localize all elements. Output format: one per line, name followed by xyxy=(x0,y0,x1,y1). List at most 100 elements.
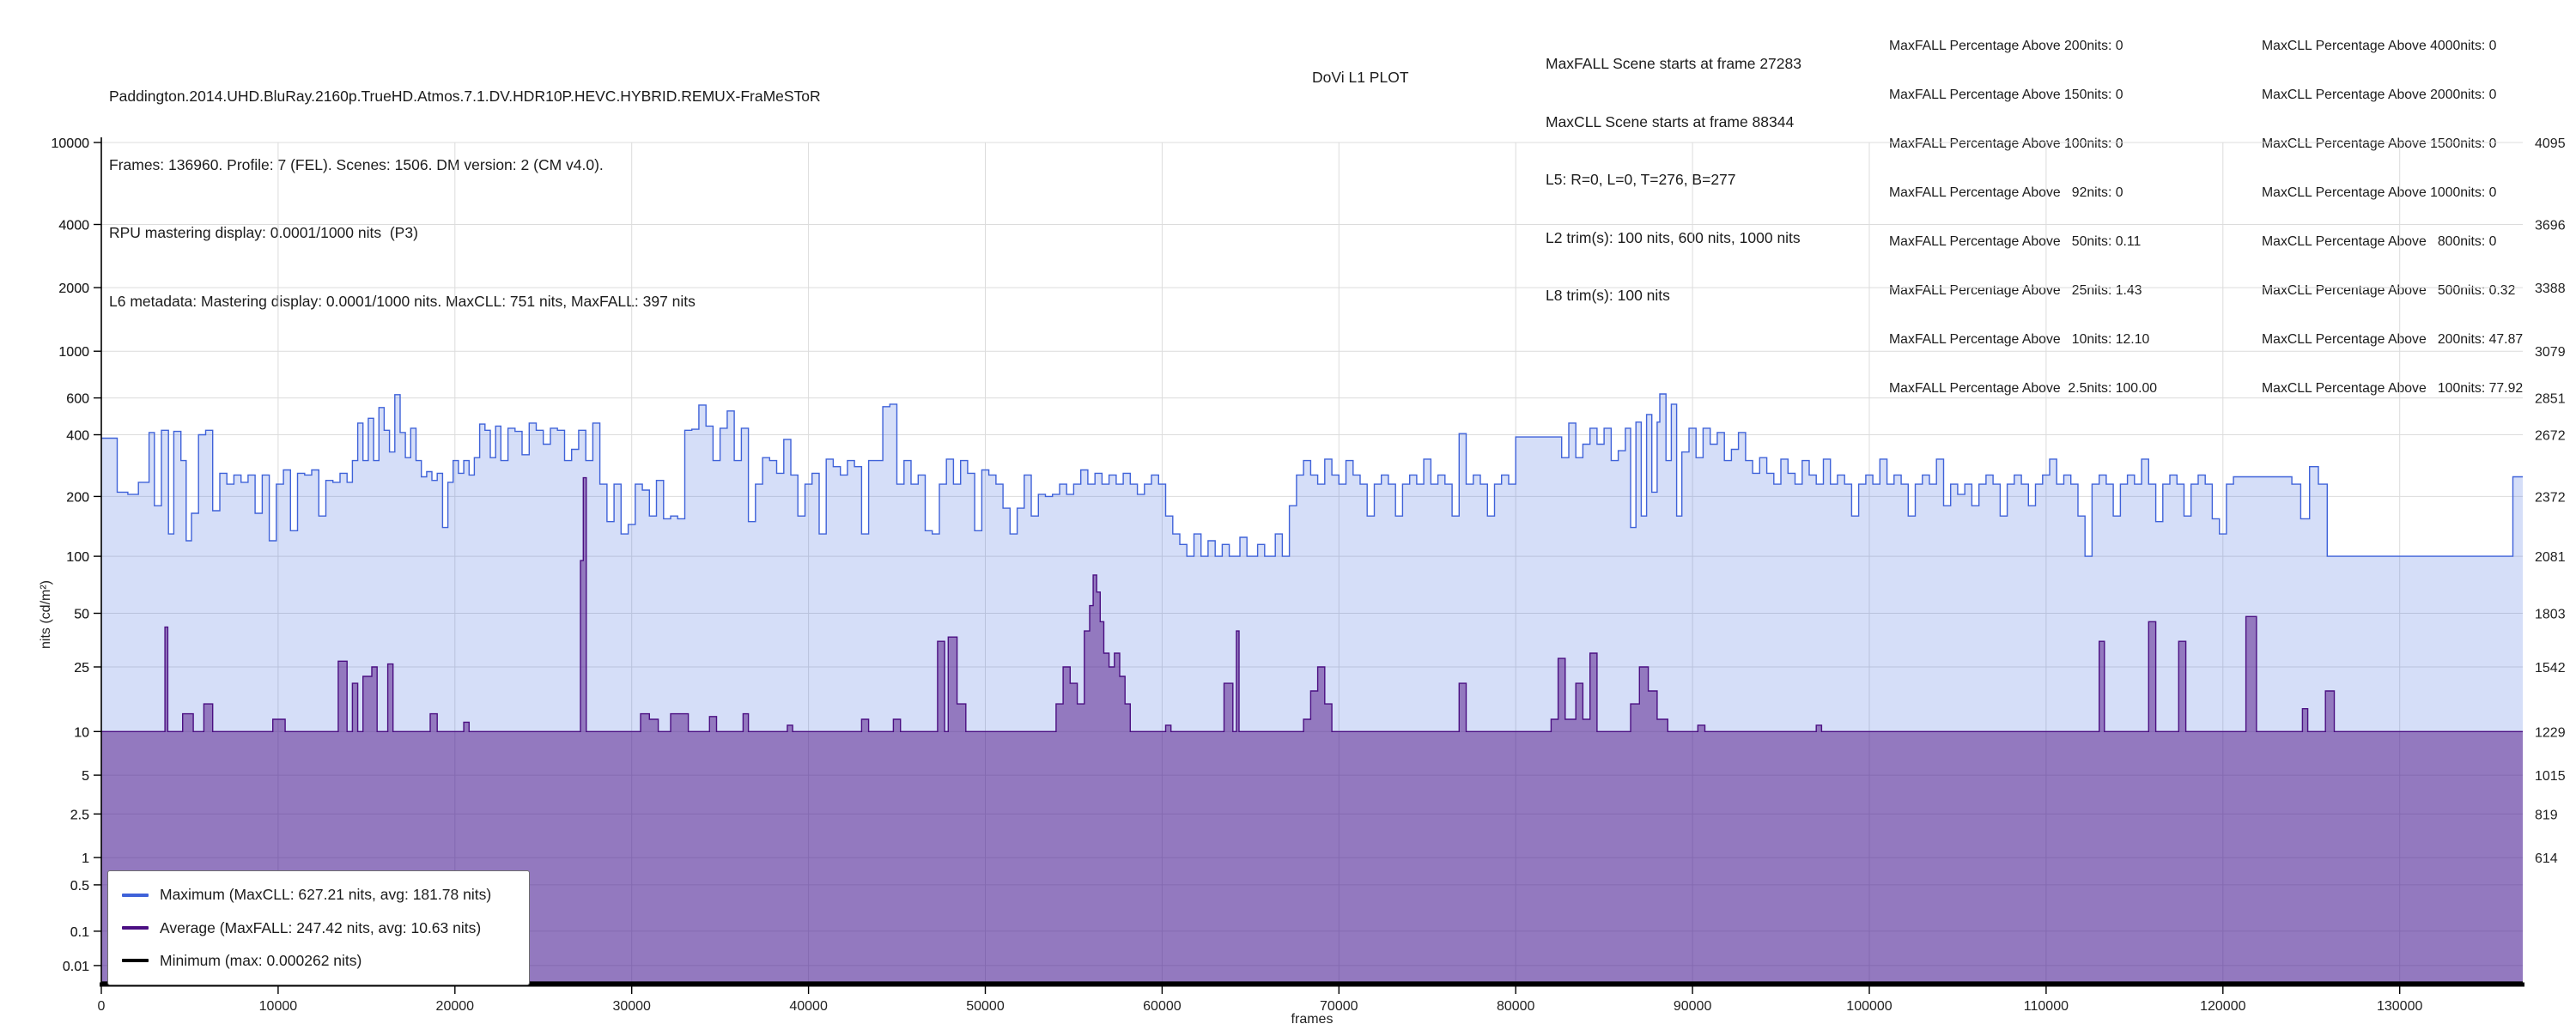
y-tick-left: 0.01 xyxy=(63,960,89,974)
maxcll-scene-start: MaxCLL Scene starts at frame 88344 xyxy=(1546,112,1795,130)
legend-item-minimum: Minimum (max: 0.000262 nits) xyxy=(122,952,529,970)
y-tick-left: 200 xyxy=(66,490,89,505)
maxfall-stat-row: MaxFALL Percentage Above 200nits: 0 xyxy=(1889,39,2123,53)
y-axis-label: nits (cd/m²) xyxy=(39,580,53,649)
series-maximum xyxy=(101,393,2523,985)
svg-text:50: 50 xyxy=(74,608,89,622)
legend-label-minimum: Minimum (max: 0.000262 nits) xyxy=(160,951,362,969)
svg-text:400: 400 xyxy=(66,428,89,443)
svg-text:2851: 2851 xyxy=(2535,392,2566,407)
svg-text:20000: 20000 xyxy=(436,999,475,1014)
maxfall-stat-row: MaxFALL Percentage Above 92nits: 0 xyxy=(1889,185,2123,200)
svg-text:60000: 60000 xyxy=(1143,999,1182,1014)
file-title: Paddington.2014.UHD.BluRay.2160p.TrueHD.… xyxy=(109,88,821,105)
svg-text:200: 200 xyxy=(66,490,89,505)
maxcll-stat-row: MaxCLL Percentage Above 1500nits: 0 xyxy=(2262,136,2497,151)
svg-text:10000: 10000 xyxy=(52,136,90,151)
svg-text:600: 600 xyxy=(66,392,89,407)
page-title: DoVi L1 PLOT xyxy=(1312,69,1409,86)
maxfall-scene-start: MaxFALL Scene starts at frame 27283 xyxy=(1546,55,1801,72)
svg-text:0: 0 xyxy=(98,999,106,1014)
svg-text:25: 25 xyxy=(74,661,89,676)
svg-text:1: 1 xyxy=(82,851,89,866)
y-tick-left: 100 xyxy=(66,550,89,565)
maxcll-stat-row: MaxCLL Percentage Above 800nits: 0 xyxy=(2262,234,2497,249)
scene-info-block: MaxFALL Scene starts at frame 27283 MaxC… xyxy=(1546,15,1801,324)
l5-offsets: L5: R=0, L=0, T=276, B=277 xyxy=(1546,171,1736,188)
svg-text:4000: 4000 xyxy=(58,218,89,233)
svg-text:120000: 120000 xyxy=(2200,999,2245,1014)
maxfall-stat-row: MaxFALL Percentage Above 100nits: 0 xyxy=(1889,136,2123,151)
maxcll-stat-row: MaxCLL Percentage Above 2000nits: 0 xyxy=(2262,88,2497,102)
svg-text:2372: 2372 xyxy=(2535,490,2566,505)
file-frames-profile: Frames: 136960. Profile: 7 (FEL). Scenes… xyxy=(109,155,604,173)
svg-text:1542: 1542 xyxy=(2535,661,2566,676)
maxfall-stat-row: MaxFALL Percentage Above 50nits: 0.11 xyxy=(1889,234,2142,249)
maxcll-stat-row: MaxCLL Percentage Above 100nits: 77.92 xyxy=(2262,381,2524,396)
svg-text:819: 819 xyxy=(2535,808,2558,822)
y-tick-left: 2.5 xyxy=(70,808,89,822)
svg-text:2.5: 2.5 xyxy=(70,808,89,822)
maximum-line-swatch xyxy=(122,893,149,897)
svg-text:30000: 30000 xyxy=(612,999,651,1014)
y-tick-left: 400 xyxy=(66,428,89,443)
svg-text:0.1: 0.1 xyxy=(70,925,89,940)
maxcll-percentage-block: MaxCLL Percentage Above 4000nits: 0 MaxC… xyxy=(2262,5,2523,413)
y-tick-left: 10000 xyxy=(52,136,90,151)
average-line-swatch xyxy=(122,926,149,930)
maxfall-percentage-block: MaxFALL Percentage Above 200nits: 0 MaxF… xyxy=(1889,5,2157,413)
legend-item-maximum: Maximum (MaxCLL: 627.21 nits, avg: 181.7… xyxy=(122,886,529,904)
maxfall-stat-row: MaxFALL Percentage Above 150nits: 0 xyxy=(1889,88,2123,102)
y-tick-left: 0.1 xyxy=(70,925,89,940)
maxcll-stat-row: MaxCLL Percentage Above 1000nits: 0 xyxy=(2262,185,2497,200)
svg-text:1000: 1000 xyxy=(58,345,89,360)
y-tick-left: 4000 xyxy=(58,218,89,233)
y-tick-left: 0.5 xyxy=(70,879,89,894)
y-tick-left: 5 xyxy=(82,769,89,784)
svg-text:1229: 1229 xyxy=(2535,725,2566,740)
legend-label-maximum: Maximum (MaxCLL: 627.21 nits, avg: 181.7… xyxy=(160,886,492,904)
svg-text:50000: 50000 xyxy=(966,999,1005,1014)
svg-text:130000: 130000 xyxy=(2377,999,2422,1014)
y-tick-left: 600 xyxy=(66,392,89,407)
svg-text:4095: 4095 xyxy=(2535,136,2566,151)
svg-text:5: 5 xyxy=(82,769,89,784)
svg-text:2000: 2000 xyxy=(58,282,89,296)
y-tick-left: 2000 xyxy=(58,282,89,296)
svg-text:100: 100 xyxy=(66,550,89,565)
svg-text:0.01: 0.01 xyxy=(63,960,89,974)
y-tick-left: 1000 xyxy=(58,345,89,360)
maxcll-stat-row: MaxCLL Percentage Above 500nits: 0.32 xyxy=(2262,283,2516,298)
svg-text:90000: 90000 xyxy=(1674,999,1712,1014)
file-info-block: Paddington.2014.UHD.BluRay.2160p.TrueHD.… xyxy=(109,39,821,336)
maxfall-stat-row: MaxFALL Percentage Above 10nits: 12.10 xyxy=(1889,332,2150,347)
maxfall-stat-row: MaxFALL Percentage Above 2.5nits: 100.00 xyxy=(1889,381,2158,396)
svg-text:100000: 100000 xyxy=(1846,999,1892,1014)
rpu-mastering-display: RPU mastering display: 0.0001/1000 nits … xyxy=(109,224,418,241)
y-tick-left: 25 xyxy=(74,661,89,676)
legend-item-average: Average (MaxFALL: 247.42 nits, avg: 10.6… xyxy=(122,919,529,937)
series-average xyxy=(101,476,2523,985)
grid-lines xyxy=(101,142,2523,984)
legend: Maximum (MaxCLL: 627.21 nits, avg: 181.7… xyxy=(107,870,530,985)
svg-text:3388: 3388 xyxy=(2535,282,2566,296)
svg-text:3079: 3079 xyxy=(2535,345,2566,360)
svg-text:80000: 80000 xyxy=(1497,999,1535,1014)
svg-text:1803: 1803 xyxy=(2535,608,2566,622)
svg-text:110000: 110000 xyxy=(2024,999,2069,1014)
minimum-line-swatch xyxy=(122,959,149,963)
l6-metadata: L6 metadata: Mastering display: 0.0001/1… xyxy=(109,292,696,310)
svg-text:2081: 2081 xyxy=(2535,550,2566,565)
l8-trims: L8 trim(s): 100 nits xyxy=(1546,287,1670,304)
svg-text:70000: 70000 xyxy=(1320,999,1358,1014)
svg-text:40000: 40000 xyxy=(789,999,828,1014)
x-axis-label: frames xyxy=(1291,1012,1334,1027)
maxcll-stat-row: MaxCLL Percentage Above 200nits: 47.87 xyxy=(2262,332,2524,347)
svg-text:10: 10 xyxy=(74,725,89,740)
tick-labels: 1000040002000100060040020010050251052.51… xyxy=(52,136,2566,1014)
y-tick-left: 10 xyxy=(74,725,89,740)
svg-text:0.5: 0.5 xyxy=(70,879,89,894)
maxcll-stat-row: MaxCLL Percentage Above 4000nits: 0 xyxy=(2262,39,2497,53)
